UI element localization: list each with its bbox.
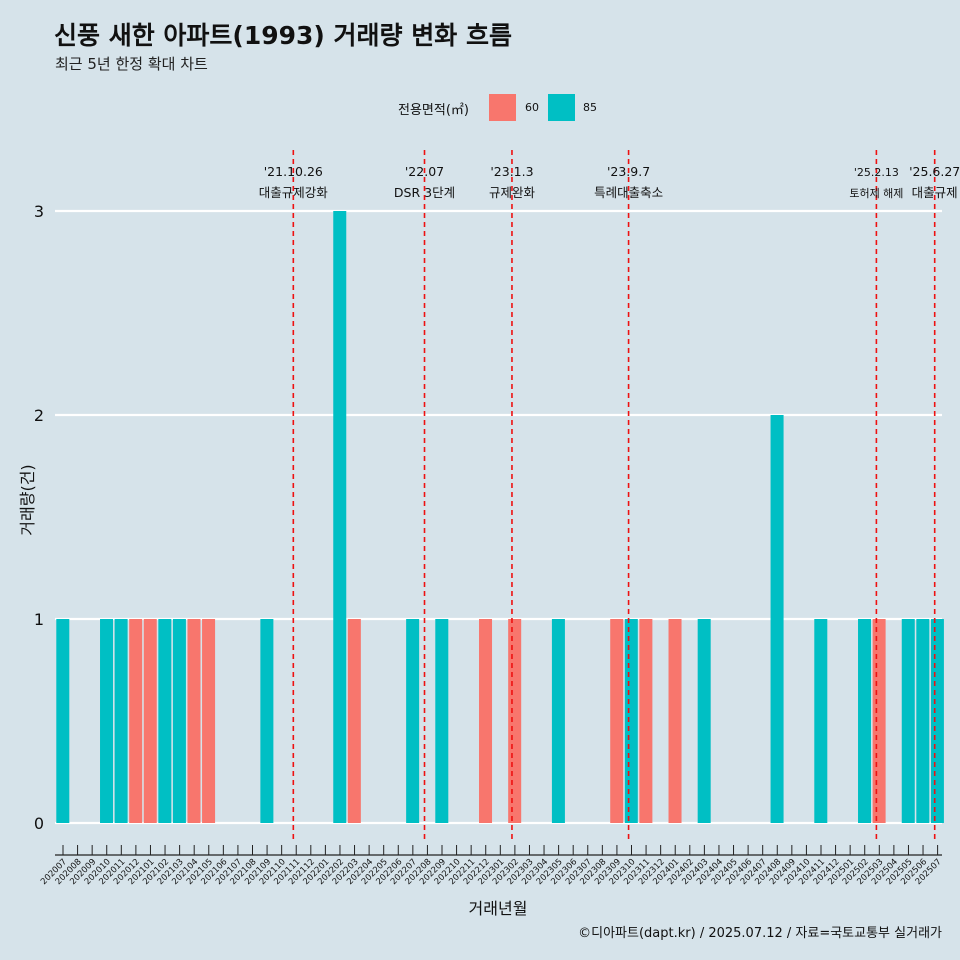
bar-202506-85 — [916, 619, 930, 823]
event-name-label: 특례대출축소 — [594, 185, 663, 200]
bar-202302-60 — [508, 619, 522, 823]
bar-202212-60 — [479, 619, 493, 823]
bar-202305-85 — [551, 619, 565, 823]
event-date-label: '21.10.26 — [264, 164, 323, 179]
chart-title: 신풍 새한 아파트(1993) 거래량 변화 흐름 — [54, 21, 512, 50]
bar-202207-85 — [406, 619, 420, 823]
legend-label-60: 60 — [525, 101, 539, 114]
bar-202103-85 — [172, 619, 186, 823]
bar-202101-60 — [143, 619, 157, 823]
bar-202209-85 — [435, 619, 449, 823]
bar-202102-85 — [158, 619, 172, 823]
event-date-label: '25.6.27 — [909, 164, 960, 179]
bar-202411-85 — [814, 619, 828, 823]
bar-202105-60 — [202, 619, 216, 823]
bar-202011-85 — [114, 619, 128, 823]
event-date-label: '23.1.3 — [490, 164, 533, 179]
chart-subtitle: 최근 5년 한정 확대 차트 — [55, 55, 208, 73]
legend-label-85: 85 — [583, 101, 597, 114]
legend: 전용면적(㎡) 60 85 — [0, 92, 960, 124]
bar-202007-85 — [56, 619, 70, 823]
bar-202505-85 — [901, 619, 915, 823]
bar-202502-85 — [858, 619, 872, 823]
bar-202012-60 — [129, 619, 143, 823]
bar-202309-60 — [610, 619, 624, 823]
event-name-label: 대출규제 — [912, 185, 958, 200]
bar-202202-85 — [333, 211, 347, 823]
y-tick-label: 2 — [34, 406, 44, 425]
event-date-label: '23.9.7 — [607, 164, 650, 179]
bar-202403-85 — [697, 619, 711, 823]
bar-202503-60 — [872, 619, 886, 823]
legend-swatch-60 — [489, 94, 516, 121]
legend-title: 전용면적(㎡) — [398, 103, 469, 118]
y-tick-label: 0 — [34, 814, 44, 833]
event-date-label: '22.07 — [405, 164, 444, 179]
x-axis-title: 거래년월 — [469, 899, 528, 918]
bar-202010-85 — [100, 619, 114, 823]
event-date-label: '25.2.13 — [854, 166, 899, 179]
bar-202104-60 — [187, 619, 201, 823]
y-tick-label: 1 — [34, 610, 44, 629]
bar-202507-85 — [930, 619, 944, 823]
bar-202203-60 — [347, 619, 361, 823]
legend-swatch-85 — [548, 94, 575, 121]
bar-202408-85 — [770, 415, 784, 823]
event-name-label: 토허제 해제 — [849, 186, 903, 200]
bar-202310-85 — [624, 619, 638, 823]
source-caption: ©디아파트(dapt.kr) / 2025.07.12 / 자료=국토교통부 실… — [578, 926, 942, 941]
event-name-label: 대출규제강화 — [259, 185, 329, 200]
event-name-label: 규제완화 — [489, 185, 536, 200]
bar-202311-60 — [639, 619, 653, 823]
bar-202109-85 — [260, 619, 274, 823]
event-name-label: DSR 3단계 — [394, 185, 455, 200]
y-tick-label: 3 — [34, 202, 44, 221]
y-axis-title: 거래량(건) — [18, 464, 37, 535]
bar-202401-60 — [668, 619, 682, 823]
